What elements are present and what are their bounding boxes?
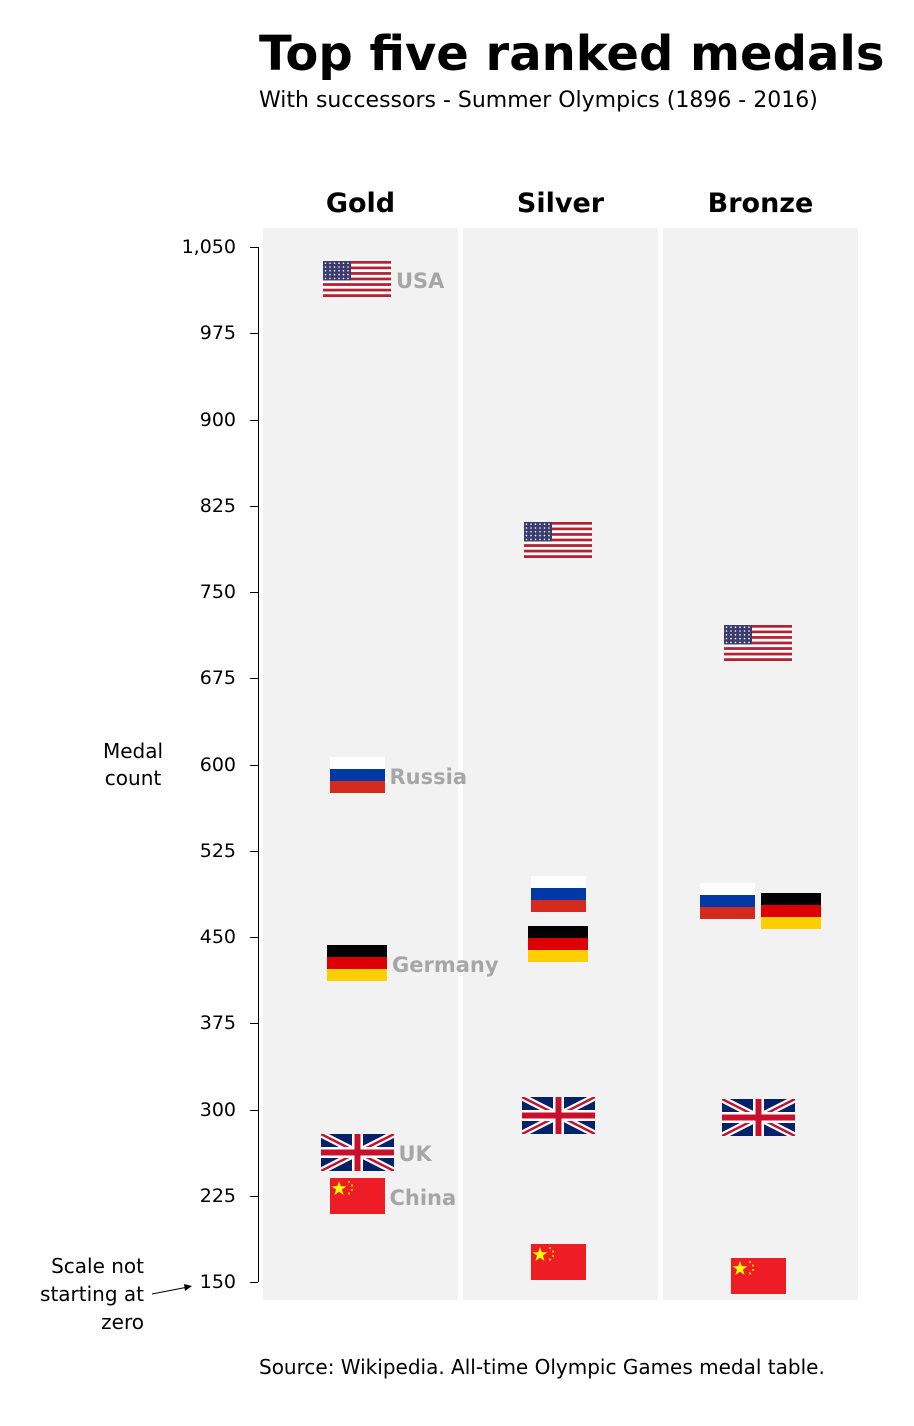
y-tick-label: 150 [199, 1271, 236, 1293]
chart-subtitle: With successors - Summer Olympics (1896 … [259, 88, 818, 113]
y-tick-label: 900 [199, 408, 236, 431]
y-tick-label: 525 [199, 839, 236, 862]
flag-germany-silver [528, 925, 588, 962]
flag-usa-gold [323, 261, 391, 298]
y-tick [250, 505, 258, 507]
y-tick [250, 850, 258, 852]
flag-usa-bronze [724, 624, 792, 661]
y-tick-label: 300 [199, 1098, 236, 1121]
flag-uk-bronze [721, 1099, 795, 1137]
y-tick-label: 600 [199, 753, 236, 776]
y-tick-label: 825 [199, 494, 236, 517]
y-tick [250, 247, 258, 248]
flag-germany-gold [327, 945, 387, 982]
column-header-bronze: Bronze [707, 188, 814, 219]
country-label: USA [396, 269, 445, 294]
chart-title: Top five ranked medals [259, 26, 885, 82]
y-tick [250, 419, 258, 421]
flag-russia-bronze [699, 883, 755, 920]
axis-note: Scale not starting at zero [40, 1254, 144, 1334]
y-tick-label: 225 [199, 1184, 236, 1207]
y-tick-label: 675 [199, 667, 236, 690]
panel-silver [463, 228, 658, 1300]
flag-usa-silver [524, 522, 592, 559]
y-tick [250, 1023, 258, 1025]
flag-uk-silver [521, 1096, 595, 1134]
country-label: Russia [389, 764, 468, 789]
y-tick-label: 975 [199, 322, 236, 345]
flag-russia-gold [329, 756, 385, 793]
flag-uk-gold [320, 1133, 394, 1171]
flag-russia-silver [530, 876, 586, 913]
y-axis-line [258, 247, 259, 1282]
panel-bronze [663, 228, 858, 1300]
country-label: Germany [392, 953, 499, 978]
column-header-silver: Silver [516, 188, 605, 219]
flag-germany-bronze [761, 892, 821, 929]
country-label: UK [398, 1142, 432, 1167]
y-tick-label: 750 [199, 581, 236, 603]
column-header-gold: Gold [325, 188, 396, 219]
y-tick [250, 1282, 258, 1283]
flag-china-bronze [730, 1258, 786, 1295]
arrow-icon [151, 1284, 192, 1295]
flag-china-silver [530, 1244, 586, 1281]
country-label: China [389, 1185, 457, 1210]
y-tick [250, 678, 258, 680]
flag-china-gold [329, 1177, 385, 1214]
y-axis-label: Medal count [102, 739, 164, 790]
y-tick [250, 1195, 258, 1197]
y-tick-label: 1,050 [181, 236, 236, 258]
source-note: Source: Wikipedia. All-time Olympic Game… [259, 1355, 825, 1379]
y-tick [250, 333, 258, 335]
y-tick [250, 1109, 258, 1111]
y-tick-label: 375 [199, 1012, 236, 1035]
y-tick [250, 592, 258, 593]
y-tick [250, 937, 258, 938]
y-tick [250, 764, 258, 766]
y-tick-label: 450 [199, 926, 236, 948]
